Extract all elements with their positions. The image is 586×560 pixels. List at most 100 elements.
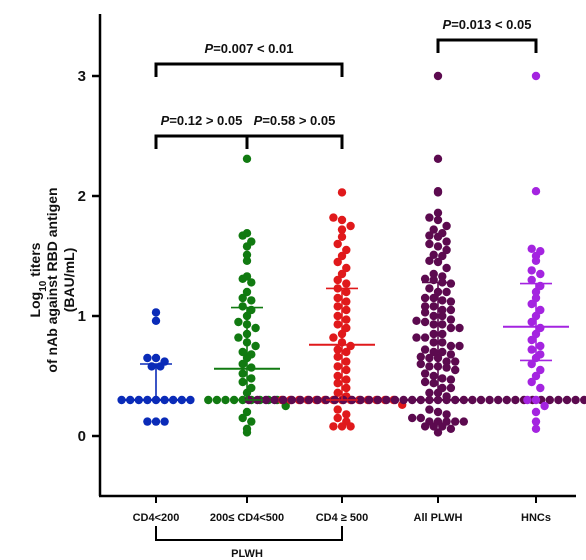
data-point	[527, 377, 536, 387]
data-point	[373, 395, 382, 405]
data-point	[446, 323, 456, 333]
data-point	[446, 341, 456, 351]
data-point	[429, 250, 438, 259]
data-point	[296, 395, 305, 405]
data-point	[429, 347, 438, 357]
data-point	[531, 407, 541, 417]
data-point	[531, 187, 541, 196]
y-tick-label: 2	[78, 188, 86, 205]
data-point	[329, 422, 338, 431]
data-point	[238, 347, 247, 357]
data-point	[333, 388, 342, 397]
data-point	[446, 315, 456, 324]
comparison-bracket	[245, 134, 344, 149]
data-point	[425, 353, 434, 363]
data-point	[342, 279, 351, 288]
data-point	[242, 424, 252, 433]
y-tick-label: 3	[78, 68, 86, 85]
data-point	[160, 417, 169, 426]
data-point	[429, 293, 438, 303]
data-point	[511, 395, 520, 405]
data-point	[342, 383, 351, 393]
data-point	[527, 275, 536, 285]
p-value-label: P=0.58 > 0.05	[254, 113, 336, 128]
data-point	[476, 395, 486, 405]
data-point	[143, 353, 152, 363]
data-point	[238, 293, 247, 303]
group-bracket-line	[155, 526, 343, 541]
comparison-bracket	[154, 62, 344, 77]
y-tick-label: 0	[78, 428, 86, 445]
data-point	[242, 250, 252, 259]
data-point	[204, 395, 213, 405]
data-point	[337, 232, 347, 241]
data-point	[382, 395, 391, 405]
data-point	[446, 297, 456, 306]
data-point	[446, 375, 456, 384]
data-point	[425, 362, 434, 371]
data-point	[438, 229, 447, 238]
data-point	[455, 341, 464, 351]
data-point	[342, 323, 351, 333]
p-value-label: P=0.007 < 0.01	[205, 41, 294, 56]
data-point	[425, 405, 434, 414]
data-point	[279, 395, 288, 405]
data-point	[342, 315, 351, 324]
x-tick-label: All PLWH	[414, 512, 463, 524]
data-point	[536, 341, 545, 351]
data-point	[433, 428, 443, 437]
data-point	[333, 379, 342, 388]
data-point	[333, 413, 342, 423]
data-point	[527, 244, 536, 253]
data-point	[342, 375, 351, 384]
data-point	[527, 359, 536, 369]
data-point	[438, 296, 447, 305]
data-point	[468, 395, 477, 405]
x-tick-label: CD4<200	[133, 512, 180, 524]
data-point	[247, 363, 256, 372]
data-point	[416, 352, 425, 361]
data-point	[425, 417, 434, 426]
data-point	[356, 395, 365, 405]
data-point	[429, 302, 438, 311]
data-point	[329, 333, 338, 342]
data-point	[247, 383, 256, 393]
p-value-label: P=0.013 < 0.05	[443, 17, 532, 32]
data-point	[247, 237, 256, 246]
data-point	[412, 316, 421, 325]
data-point	[527, 299, 536, 309]
data-point	[151, 308, 161, 317]
data-point	[433, 407, 443, 417]
data-point	[433, 242, 443, 251]
data-point	[429, 225, 438, 234]
data-point	[346, 221, 355, 231]
data-point	[442, 221, 451, 231]
data-point	[420, 345, 430, 354]
data-point	[238, 377, 247, 387]
data-point	[425, 231, 434, 240]
data-point	[333, 345, 342, 354]
data-point	[545, 395, 554, 405]
data-point	[234, 317, 243, 327]
data-point	[531, 417, 541, 426]
data-point	[527, 345, 536, 354]
data-point	[270, 395, 279, 405]
data-point	[536, 269, 545, 279]
data-point	[429, 329, 438, 339]
plwh-group-bracket: PLWH	[155, 526, 343, 560]
data-point	[365, 395, 374, 405]
data-point	[247, 296, 256, 305]
data-point	[238, 413, 247, 423]
data-point	[234, 333, 243, 342]
data-point	[442, 410, 451, 419]
data-point	[442, 245, 451, 255]
data-point	[438, 329, 447, 339]
data-point	[536, 365, 545, 375]
data-point	[212, 395, 222, 405]
data-point	[429, 269, 438, 279]
data-point	[531, 371, 541, 381]
data-point	[342, 347, 351, 357]
data-point	[342, 245, 351, 255]
data-point	[333, 405, 342, 414]
